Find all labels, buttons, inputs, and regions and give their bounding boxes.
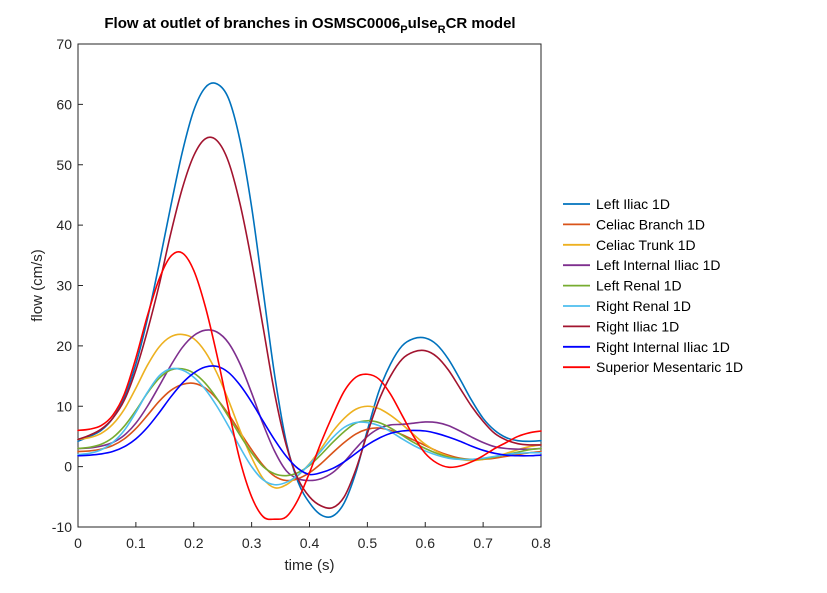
legend-entry-label: Right Iliac 1D [596, 318, 679, 334]
x-tick-label: 0.4 [300, 535, 320, 551]
y-tick-label: 0 [64, 459, 72, 475]
x-tick-label: 0.1 [126, 535, 146, 551]
legend-entry-label: Left Internal Iliac 1D [596, 257, 721, 273]
series-line-4 [77, 329, 542, 482]
legend-entry-label: Superior Mesentaric 1D [596, 359, 743, 375]
y-tick-label: 10 [56, 398, 72, 414]
series-layer [77, 82, 542, 521]
legend: Left Iliac 1D Celiac Branch 1D Celiac Trun… [563, 196, 743, 375]
chart-title: Flow at outlet of branches in OSMSC0006P… [104, 15, 515, 36]
series-line-1 [77, 82, 542, 519]
y-tick-label: 30 [56, 278, 72, 294]
x-tick-label: 0.2 [184, 535, 204, 551]
x-tick-label: 0.6 [416, 535, 436, 551]
y-tick-label: 20 [56, 338, 72, 354]
ticks-layer: 0 0.1 0.2 0.3 0.4 0.5 0.6 0.7 0.8-10010203040506… [52, 36, 551, 551]
x-axis-label: time (s) [285, 557, 335, 574]
y-tick-label: 60 [56, 96, 72, 112]
series-line-6 [77, 367, 542, 486]
y-tick-label: 40 [56, 217, 72, 233]
x-tick-label: 0.8 [531, 535, 551, 551]
x-tick-label: 0.5 [358, 535, 378, 551]
x-tick-label: 0 [74, 535, 82, 551]
x-tick-label: 0.7 [473, 535, 493, 551]
y-tick-label: -10 [52, 519, 72, 535]
legend-entry-label: Celiac Branch 1D [596, 216, 705, 232]
legend-entry-label: Left Renal 1D [596, 278, 682, 294]
legend-entry-label: Left Iliac 1D [596, 196, 670, 212]
legend-entry-label: Right Internal Iliac 1D [596, 339, 730, 355]
x-tick-label: 0.3 [242, 535, 262, 551]
y-axis-label: flow (cm/s) [29, 249, 46, 322]
series-line-9 [77, 251, 542, 521]
plot-area: 0 0.1 0.2 0.3 0.4 0.5 0.6 0.7 0.8-10010203040506… [52, 36, 551, 551]
y-tick-label: 50 [56, 157, 72, 173]
legend-entry-label: Right Renal 1D [596, 298, 691, 314]
series-line-7 [77, 136, 542, 510]
axes-box [77, 43, 542, 528]
y-tick-label: 70 [56, 36, 72, 52]
legend-entry-label: Celiac Trunk 1D [596, 237, 696, 253]
